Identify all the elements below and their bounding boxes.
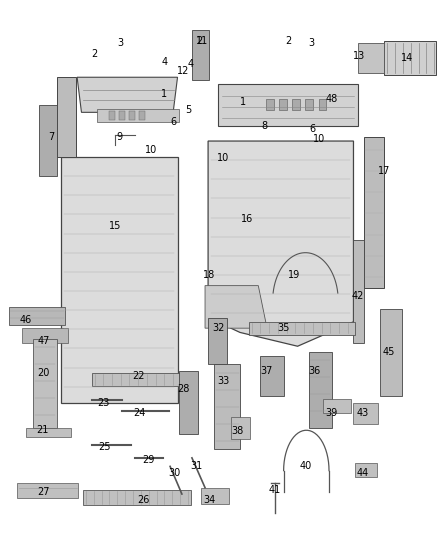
Text: 44: 44 (356, 468, 368, 478)
Polygon shape (208, 141, 353, 346)
Polygon shape (261, 356, 284, 396)
Polygon shape (61, 157, 177, 402)
Polygon shape (179, 370, 198, 434)
Text: 7: 7 (48, 132, 54, 142)
Text: 20: 20 (37, 368, 49, 378)
Text: 14: 14 (401, 53, 413, 63)
Text: 32: 32 (212, 323, 224, 333)
Text: 48: 48 (325, 93, 338, 103)
Text: 30: 30 (168, 468, 180, 478)
Polygon shape (208, 318, 227, 365)
Polygon shape (26, 428, 71, 437)
Text: 17: 17 (378, 166, 390, 176)
Polygon shape (214, 365, 240, 449)
Text: 11: 11 (196, 36, 208, 46)
Text: 41: 41 (269, 485, 281, 495)
Text: 21: 21 (36, 425, 48, 435)
Polygon shape (92, 373, 180, 385)
FancyBboxPatch shape (129, 111, 135, 120)
Text: 8: 8 (262, 121, 268, 131)
Text: 10: 10 (145, 144, 157, 155)
Text: 13: 13 (353, 51, 365, 61)
Polygon shape (9, 307, 65, 325)
Text: 45: 45 (382, 346, 395, 357)
Polygon shape (218, 84, 358, 126)
Polygon shape (192, 30, 209, 80)
Polygon shape (39, 105, 57, 176)
Text: 22: 22 (132, 371, 145, 381)
Polygon shape (21, 328, 68, 343)
Text: 6: 6 (310, 124, 316, 134)
Text: 4: 4 (161, 58, 167, 67)
Polygon shape (83, 490, 191, 505)
Polygon shape (97, 109, 179, 122)
Text: 1: 1 (240, 96, 246, 107)
FancyBboxPatch shape (139, 111, 145, 120)
Text: 9: 9 (117, 132, 123, 142)
Text: 2: 2 (286, 36, 292, 46)
Text: 35: 35 (277, 323, 290, 333)
Text: 38: 38 (231, 426, 244, 437)
Text: 25: 25 (99, 442, 111, 452)
Text: 37: 37 (260, 366, 272, 376)
Text: 26: 26 (138, 495, 150, 505)
Polygon shape (380, 309, 403, 396)
Text: 47: 47 (37, 336, 49, 346)
Polygon shape (353, 240, 364, 343)
FancyBboxPatch shape (292, 99, 300, 110)
Text: 27: 27 (37, 487, 50, 497)
Text: 12: 12 (177, 66, 189, 76)
Text: 29: 29 (142, 455, 155, 465)
FancyBboxPatch shape (318, 99, 326, 110)
Polygon shape (249, 322, 355, 335)
Text: 33: 33 (217, 376, 230, 386)
Text: 18: 18 (203, 270, 215, 280)
Polygon shape (358, 43, 384, 73)
FancyBboxPatch shape (266, 99, 274, 110)
Text: 3: 3 (308, 38, 314, 48)
Text: 40: 40 (299, 462, 311, 471)
Text: 10: 10 (217, 153, 230, 163)
Text: 23: 23 (97, 398, 110, 408)
Text: 3: 3 (118, 38, 124, 48)
Polygon shape (353, 402, 378, 424)
Polygon shape (33, 339, 57, 428)
FancyBboxPatch shape (305, 99, 313, 110)
FancyBboxPatch shape (279, 99, 287, 110)
Text: 15: 15 (109, 221, 121, 231)
FancyBboxPatch shape (109, 111, 115, 120)
Polygon shape (57, 77, 76, 157)
Text: 10: 10 (313, 134, 325, 144)
FancyBboxPatch shape (119, 111, 125, 120)
Polygon shape (384, 41, 436, 75)
Polygon shape (308, 352, 332, 428)
Polygon shape (205, 286, 267, 328)
Polygon shape (17, 483, 78, 498)
Text: 28: 28 (177, 384, 189, 394)
Text: 4: 4 (187, 60, 194, 69)
Text: 39: 39 (325, 408, 338, 418)
Text: 24: 24 (133, 408, 146, 418)
Polygon shape (323, 399, 351, 413)
Text: 6: 6 (170, 117, 176, 127)
Polygon shape (355, 463, 377, 477)
Text: 36: 36 (308, 366, 320, 376)
Text: 31: 31 (190, 462, 202, 471)
Text: 43: 43 (356, 408, 368, 418)
Text: 19: 19 (288, 270, 300, 280)
Polygon shape (364, 137, 384, 288)
Text: 34: 34 (203, 495, 215, 505)
Text: 2: 2 (196, 36, 202, 46)
Text: 42: 42 (352, 291, 364, 301)
Text: 46: 46 (20, 314, 32, 325)
Text: 5: 5 (185, 105, 191, 115)
Polygon shape (231, 417, 250, 439)
Polygon shape (77, 77, 177, 112)
Text: 2: 2 (92, 49, 98, 59)
Polygon shape (201, 488, 229, 504)
Text: 16: 16 (241, 214, 254, 224)
Text: 1: 1 (161, 89, 167, 99)
